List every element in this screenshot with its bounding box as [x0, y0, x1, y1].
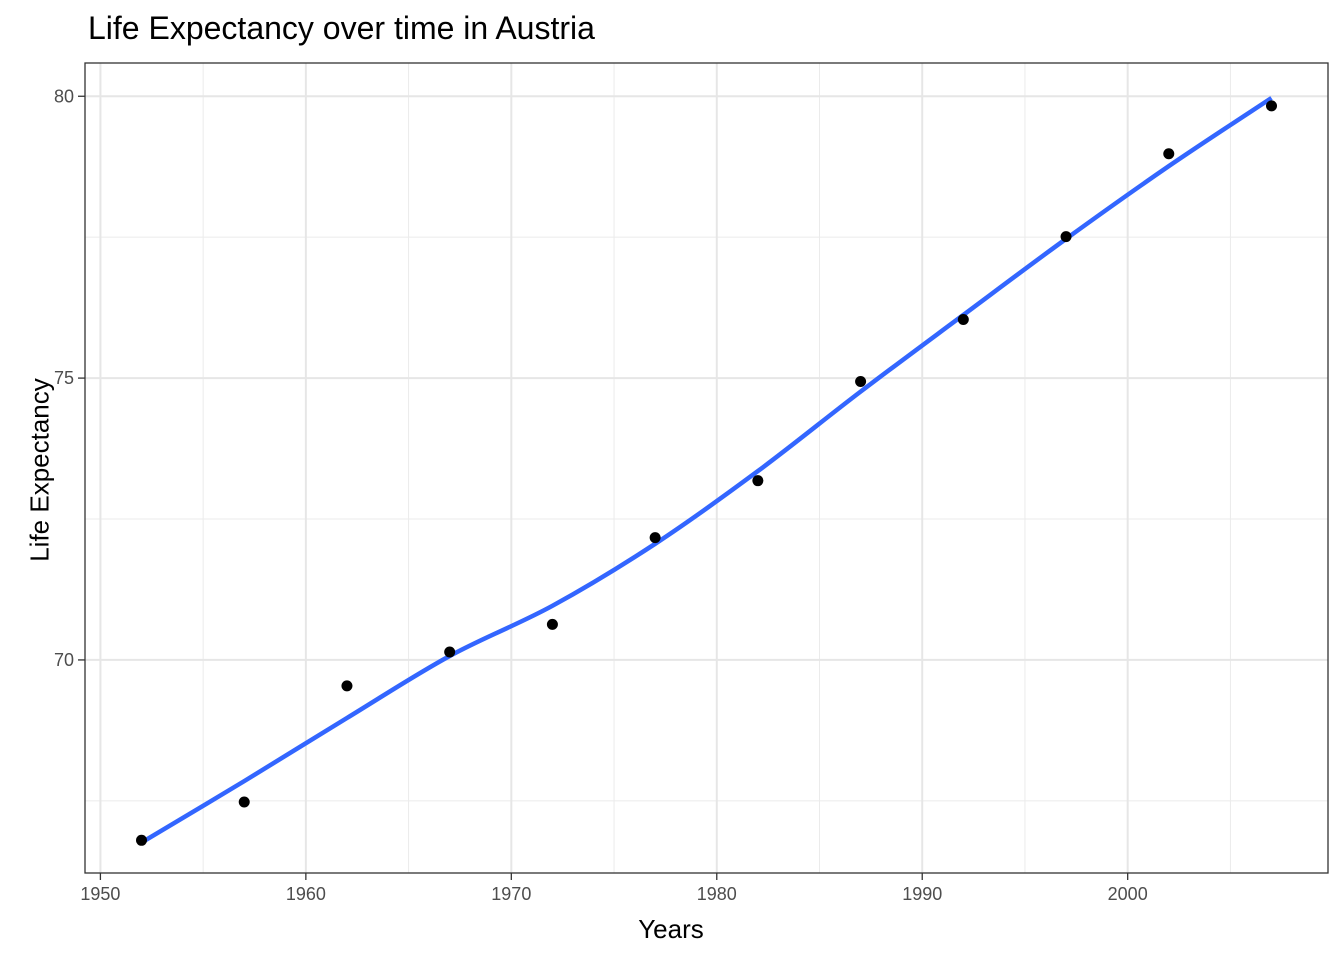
- data-point: [1266, 100, 1277, 112]
- x-tick-label: 1980: [697, 884, 737, 904]
- data-point: [341, 680, 353, 692]
- chart-title: Life Expectancy over time in Austria: [88, 10, 595, 46]
- x-tick-label: 1950: [80, 884, 120, 904]
- data-point: [752, 475, 764, 487]
- x-axis: 1950 1960 1970 1980 1990 2000: [80, 873, 1148, 904]
- y-tick-label: 80: [54, 86, 74, 106]
- y-axis: 70 75 80: [54, 86, 85, 670]
- x-axis-label: Years: [638, 914, 704, 944]
- data-point: [136, 834, 147, 846]
- data-points: [136, 100, 1277, 846]
- data-point: [1163, 148, 1175, 160]
- data-point: [957, 313, 969, 325]
- x-tick-label: 1990: [902, 884, 942, 904]
- y-tick-label: 70: [54, 650, 74, 670]
- plot-border: [84, 62, 1329, 874]
- data-point: [855, 375, 867, 387]
- trend-line: [140, 96, 1273, 845]
- data-point: [1060, 231, 1072, 243]
- data-point: [649, 532, 661, 544]
- minor-grid: [85, 63, 1328, 873]
- x-tick-label: 2000: [1108, 884, 1148, 904]
- data-point: [238, 796, 250, 808]
- x-tick-label: 1960: [286, 884, 326, 904]
- data-point: [444, 646, 456, 658]
- data-point: [546, 618, 558, 630]
- trend-line-group: [140, 96, 1273, 845]
- major-grid: [85, 63, 1328, 873]
- y-tick-label: 75: [54, 368, 74, 388]
- x-tick-label: 1970: [491, 884, 531, 904]
- y-axis-label: Life Expectancy: [24, 378, 55, 562]
